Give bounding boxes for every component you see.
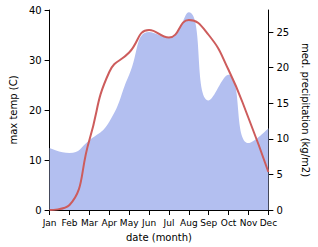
svg-text:max temp (C): max temp (C) [8, 75, 19, 144]
svg-text:Jan: Jan [42, 218, 57, 228]
svg-text:10: 10 [276, 133, 289, 144]
svg-text:Oct: Oct [221, 218, 237, 228]
svg-text:20: 20 [276, 62, 289, 73]
svg-text:0: 0 [35, 205, 41, 216]
svg-text:25: 25 [276, 27, 289, 38]
svg-text:med. precipitation (kg/m2): med. precipitation (kg/m2) [300, 43, 311, 177]
svg-text:Jun: Jun [141, 218, 156, 228]
svg-text:40: 40 [29, 5, 42, 16]
svg-text:5: 5 [276, 169, 282, 180]
svg-text:Feb: Feb [62, 218, 78, 228]
svg-text:0: 0 [276, 205, 282, 216]
svg-text:date (month): date (month) [126, 232, 192, 243]
svg-text:10: 10 [29, 155, 42, 166]
svg-text:20: 20 [29, 105, 42, 116]
svg-text:Mar: Mar [81, 218, 98, 228]
svg-text:Jul: Jul [163, 218, 175, 228]
svg-text:30: 30 [29, 55, 42, 66]
svg-text:Aug: Aug [180, 218, 198, 228]
svg-text:15: 15 [276, 98, 289, 109]
svg-text:Dec: Dec [260, 218, 277, 228]
svg-text:May: May [120, 218, 139, 228]
svg-text:Sep: Sep [200, 218, 217, 228]
svg-text:Apr: Apr [101, 218, 117, 228]
svg-text:Nov: Nov [240, 218, 258, 228]
